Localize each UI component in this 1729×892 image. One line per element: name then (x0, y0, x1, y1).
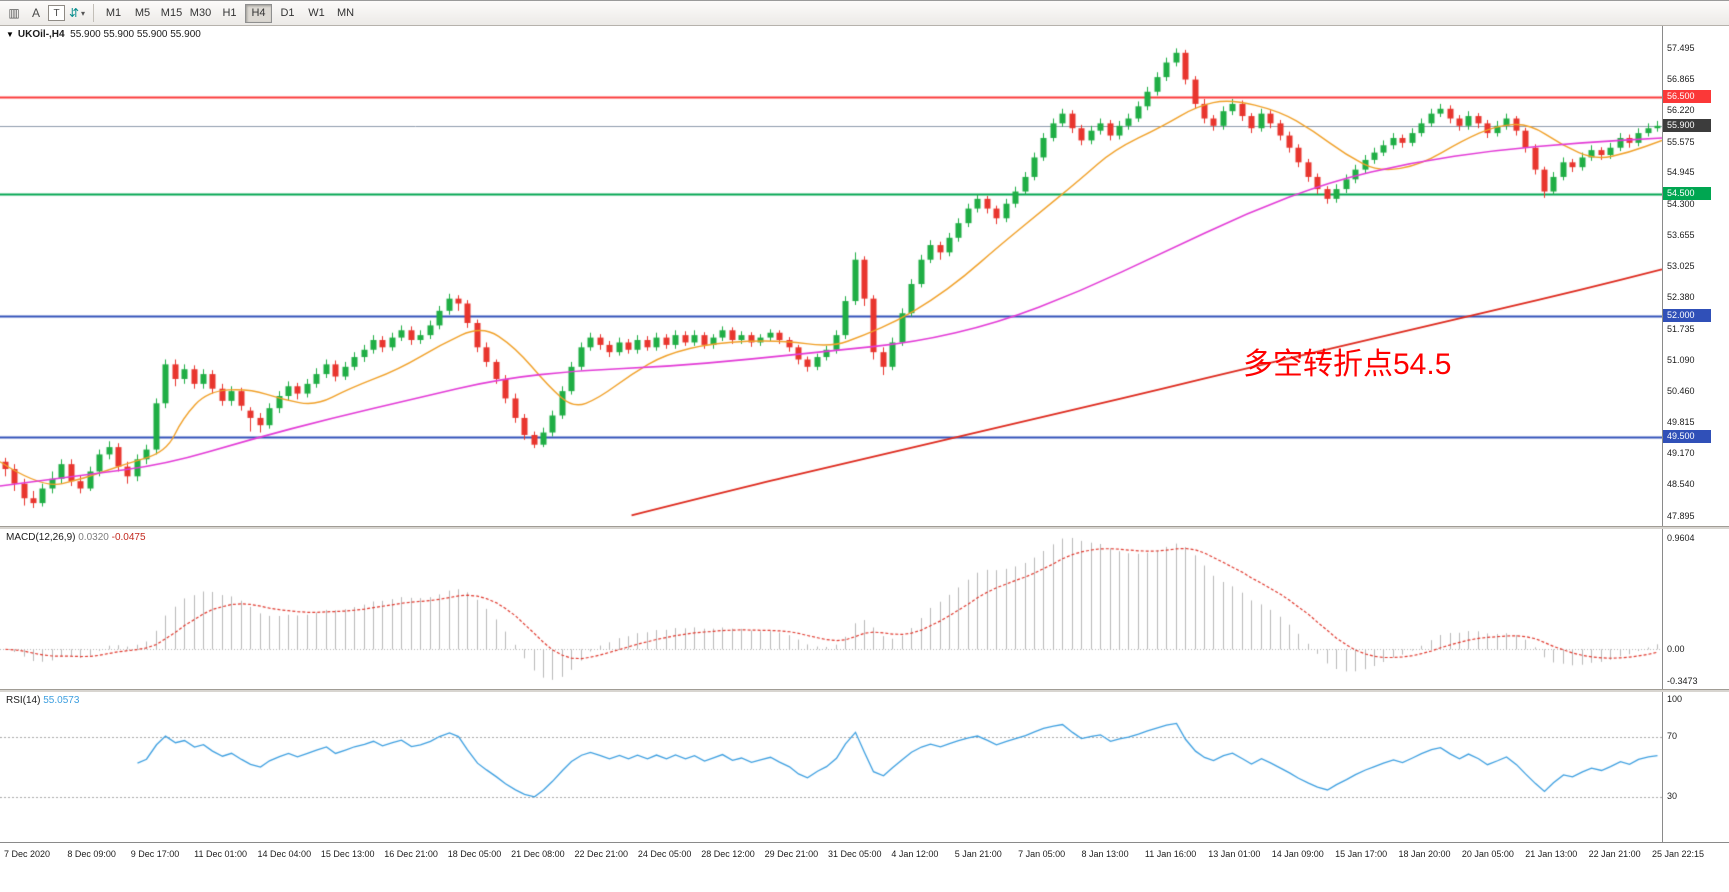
time-axis-label: 28 Dec 12:00 (701, 849, 755, 859)
macd-axis[interactable]: 0.9604 0.00 -0.3473 (1662, 529, 1729, 689)
timeframe-m5-button[interactable]: M5 (134, 7, 151, 19)
one-click-trading-collapse-icon[interactable]: ▼ (6, 30, 14, 39)
timeframe-mn-button[interactable]: MN (336, 7, 355, 19)
chart-toolbar: ▥ A T ⇵ ▾ M1 M5 M15 M30 H1 H4 D1 W1 MN (0, 1, 1729, 26)
panel-splitter[interactable] (0, 526, 1729, 529)
time-axis-label: 4 Jan 12:00 (891, 849, 939, 859)
macd-zero-tick: 0.00 (1667, 644, 1685, 655)
price-tick: 56.865 (1667, 73, 1695, 84)
time-axis-label: 25 Jan 22:15 (1652, 849, 1705, 859)
time-axis[interactable]: 7 Dec 2020 8 Dec 09:00 9 Dec 17:00 11 Dec 0… (0, 842, 1729, 866)
time-axis-label: 7 Dec 2020 (4, 849, 51, 859)
macd-min-tick: -0.3473 (1667, 676, 1698, 686)
price-level-badge: 49.500 (1663, 430, 1711, 444)
time-axis-label: 24 Dec 05:00 (637, 849, 692, 859)
text-label-icon[interactable]: T (48, 5, 65, 21)
rsi-axis[interactable]: 100 70 30 (1662, 692, 1729, 842)
chart-annotation: 多空转折点54.5 (1243, 348, 1452, 381)
ohlc-values: 55.900 55.900 55.900 55.900 (70, 29, 201, 40)
time-axis-label: 29 Dec 21:00 (764, 849, 819, 859)
time-axis-label: 9 Dec 17:00 (130, 849, 180, 859)
toolbar-tool-group: ▥ A T ⇵ ▾ (3, 3, 88, 23)
price-tick: 56.220 (1667, 105, 1695, 116)
time-axis-label: 11 Dec 01:00 (194, 849, 248, 859)
price-tick: 57.495 (1667, 43, 1695, 54)
time-axis-label: 5 Jan 21:00 (954, 849, 1002, 859)
rsi-label: RSI(14) 55.0573 (6, 695, 80, 706)
price-tick: 54.300 (1667, 198, 1695, 209)
price-level-badge: 52.000 (1663, 308, 1711, 322)
timeframe-d1-button[interactable]: D1 (280, 7, 295, 19)
price-tick: 51.735 (1667, 323, 1695, 334)
timeframe-m1-button[interactable]: M1 (105, 7, 122, 19)
rsi-chart[interactable] (0, 692, 1662, 842)
timeframe-w1-button[interactable]: W1 (308, 7, 325, 19)
price-level-badge: 56.500 (1663, 89, 1711, 103)
price-tick: 47.895 (1667, 510, 1695, 521)
rsi-panel[interactable]: RSI(14) 55.0573 100 70 30 (0, 692, 1729, 842)
rsi-30-tick: 30 (1667, 791, 1678, 801)
timeframe-h1-button[interactable]: H1 (222, 7, 237, 19)
price-tick: 54.945 (1667, 167, 1695, 178)
time-axis-label: 15 Jan 17:00 (1335, 849, 1388, 859)
symbol-ohlc-label: ▼ UKOil-,H4 55.900 55.900 55.900 55.900 (6, 29, 201, 40)
timeframe-m30-button[interactable]: M30 (189, 7, 212, 19)
rsi-100-tick: 100 (1667, 694, 1683, 704)
price-tick: 51.090 (1667, 354, 1695, 365)
time-axis-label: 18 Dec 05:00 (447, 849, 502, 859)
chart-window-icon[interactable]: ▥ (8, 6, 20, 20)
symbol-name: UKOil-,H4 (17, 29, 65, 40)
macd-signal-value: -0.0475 (111, 532, 146, 543)
time-axis-label: 22 Dec 21:00 (574, 849, 628, 859)
time-axis-label: 8 Jan 13:00 (1081, 849, 1129, 859)
time-axis-label: 20 Jan 05:00 (1461, 849, 1514, 859)
price-tick: 48.540 (1667, 479, 1695, 490)
price-level-badge: 54.500 (1663, 186, 1711, 200)
price-axis[interactable]: 57.495 56.865 56.220 55.575 54.945 54.300 53.6… (1662, 26, 1729, 526)
price-tick: 49.170 (1667, 448, 1695, 459)
time-axis-label: 14 Dec 04:00 (257, 849, 312, 859)
price-tick: 53.655 (1667, 230, 1695, 241)
timeframe-h4-button[interactable]: H4 (245, 3, 272, 23)
price-tick: 50.460 (1667, 385, 1695, 396)
panel-splitter[interactable] (0, 689, 1729, 692)
main-chart-panel[interactable]: ▼ UKOil-,H4 55.900 55.900 55.900 55.900 多… (0, 26, 1729, 526)
time-axis-label: 21 Dec 08:00 (511, 849, 565, 859)
dropdown-caret-icon: ▾ (81, 8, 86, 18)
time-axis-label: 16 Dec 21:00 (384, 849, 438, 859)
price-level-badge: 55.900 (1663, 118, 1711, 132)
time-axis-label: 8 Dec 09:00 (67, 849, 116, 859)
time-axis-label: 11 Jan 16:00 (1144, 849, 1197, 859)
price-tick: 52.380 (1667, 292, 1695, 303)
time-axis-label: 13 Jan 01:00 (1208, 849, 1261, 859)
time-axis-label: 7 Jan 05:00 (1018, 849, 1066, 859)
time-axis-label: 31 Dec 05:00 (828, 849, 882, 859)
timeframe-button-group: M1 M5 M15 M30 H1 H4 D1 W1 MN (99, 3, 360, 23)
price-tick: 53.025 (1667, 260, 1695, 271)
price-tick: 49.815 (1667, 417, 1695, 428)
macd-label: MACD(12,26,9) 0.0320 -0.0475 (6, 532, 146, 543)
time-axis-label: 15 Dec 13:00 (320, 849, 375, 859)
arrow-objects-icon[interactable]: ⇵ ▾ (68, 6, 86, 20)
time-axis-label: 22 Jan 21:00 (1588, 849, 1641, 859)
time-axis-label: 18 Jan 20:00 (1398, 849, 1451, 859)
timeframe-m15-button[interactable]: M15 (160, 7, 183, 19)
rsi-value: 55.0573 (43, 695, 80, 706)
price-tick: 55.575 (1667, 136, 1695, 147)
macd-panel[interactable]: MACD(12,26,9) 0.0320 -0.0475 0.9604 0.00 -… (0, 529, 1729, 689)
toolbar-separator (93, 4, 94, 22)
macd-max-tick: 0.9604 (1667, 533, 1695, 543)
macd-main-value: 0.0320 (78, 532, 109, 543)
annotate-arrow-icon[interactable]: A (31, 6, 40, 20)
candlestick-chart[interactable] (0, 26, 1662, 526)
rsi-70-tick: 70 (1667, 731, 1678, 741)
macd-chart[interactable] (0, 529, 1662, 689)
time-axis-label: 21 Jan 13:00 (1525, 849, 1578, 859)
time-axis-label: 14 Jan 09:00 (1271, 849, 1324, 859)
